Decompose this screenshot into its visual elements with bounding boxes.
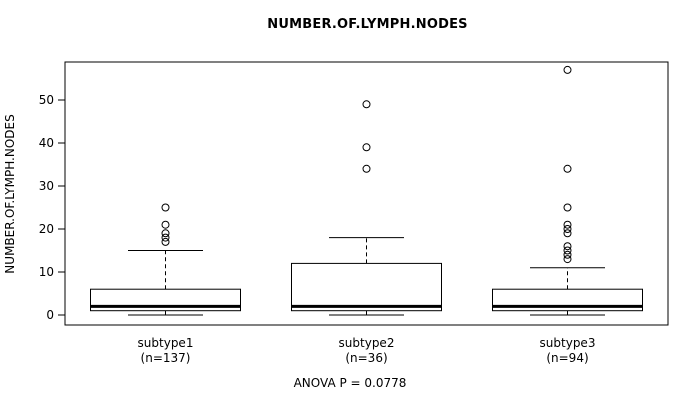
outlier-point [362, 143, 371, 152]
y-tick-label: 30 [39, 179, 54, 193]
y-tick-label: 50 [39, 93, 54, 107]
outlier-point [563, 255, 572, 264]
y-tick-label: 20 [39, 222, 54, 236]
outlier-point [563, 225, 572, 233]
box-group-subtype3: subtype3(n=94) [492, 65, 643, 365]
outlier-point [161, 237, 170, 246]
outlier-point [362, 164, 371, 173]
x-sublabel: (n=137) [141, 351, 191, 365]
box-group-subtype1: subtype1(n=137) [90, 203, 241, 365]
outlier-point [563, 203, 572, 212]
outlier-point [161, 220, 170, 229]
x-sublabel: (n=36) [345, 351, 387, 365]
x-label: subtype2 [339, 336, 395, 350]
anova-annotation: ANOVA P = 0.0778 [293, 376, 407, 390]
y-axis-title: NUMBER.OF.LYMPH.NODES [3, 114, 17, 273]
outlier-point [563, 164, 572, 173]
outlier-point [161, 229, 170, 238]
outlier-point [563, 220, 572, 229]
iqr-box [291, 262, 442, 312]
y-tick-label: 0 [46, 308, 54, 322]
outlier-point [362, 100, 371, 109]
box-group-subtype2: subtype2(n=36) [291, 100, 442, 365]
chart-title: NUMBER.OF.LYMPH.NODES [267, 17, 468, 32]
outlier-point [563, 65, 572, 74]
outlier-point [161, 233, 170, 242]
x-label: subtype3 [540, 336, 596, 350]
y-tick-label: 40 [39, 136, 54, 150]
outlier-point [563, 242, 572, 251]
outlier-point [563, 246, 572, 255]
outlier-point [563, 250, 572, 259]
y-tick-label: 10 [39, 265, 54, 279]
outlier-point [161, 203, 170, 212]
outlier-point [563, 229, 572, 238]
plot-border [64, 61, 669, 326]
x-label: subtype1 [138, 336, 194, 350]
x-sublabel: (n=94) [546, 351, 588, 365]
